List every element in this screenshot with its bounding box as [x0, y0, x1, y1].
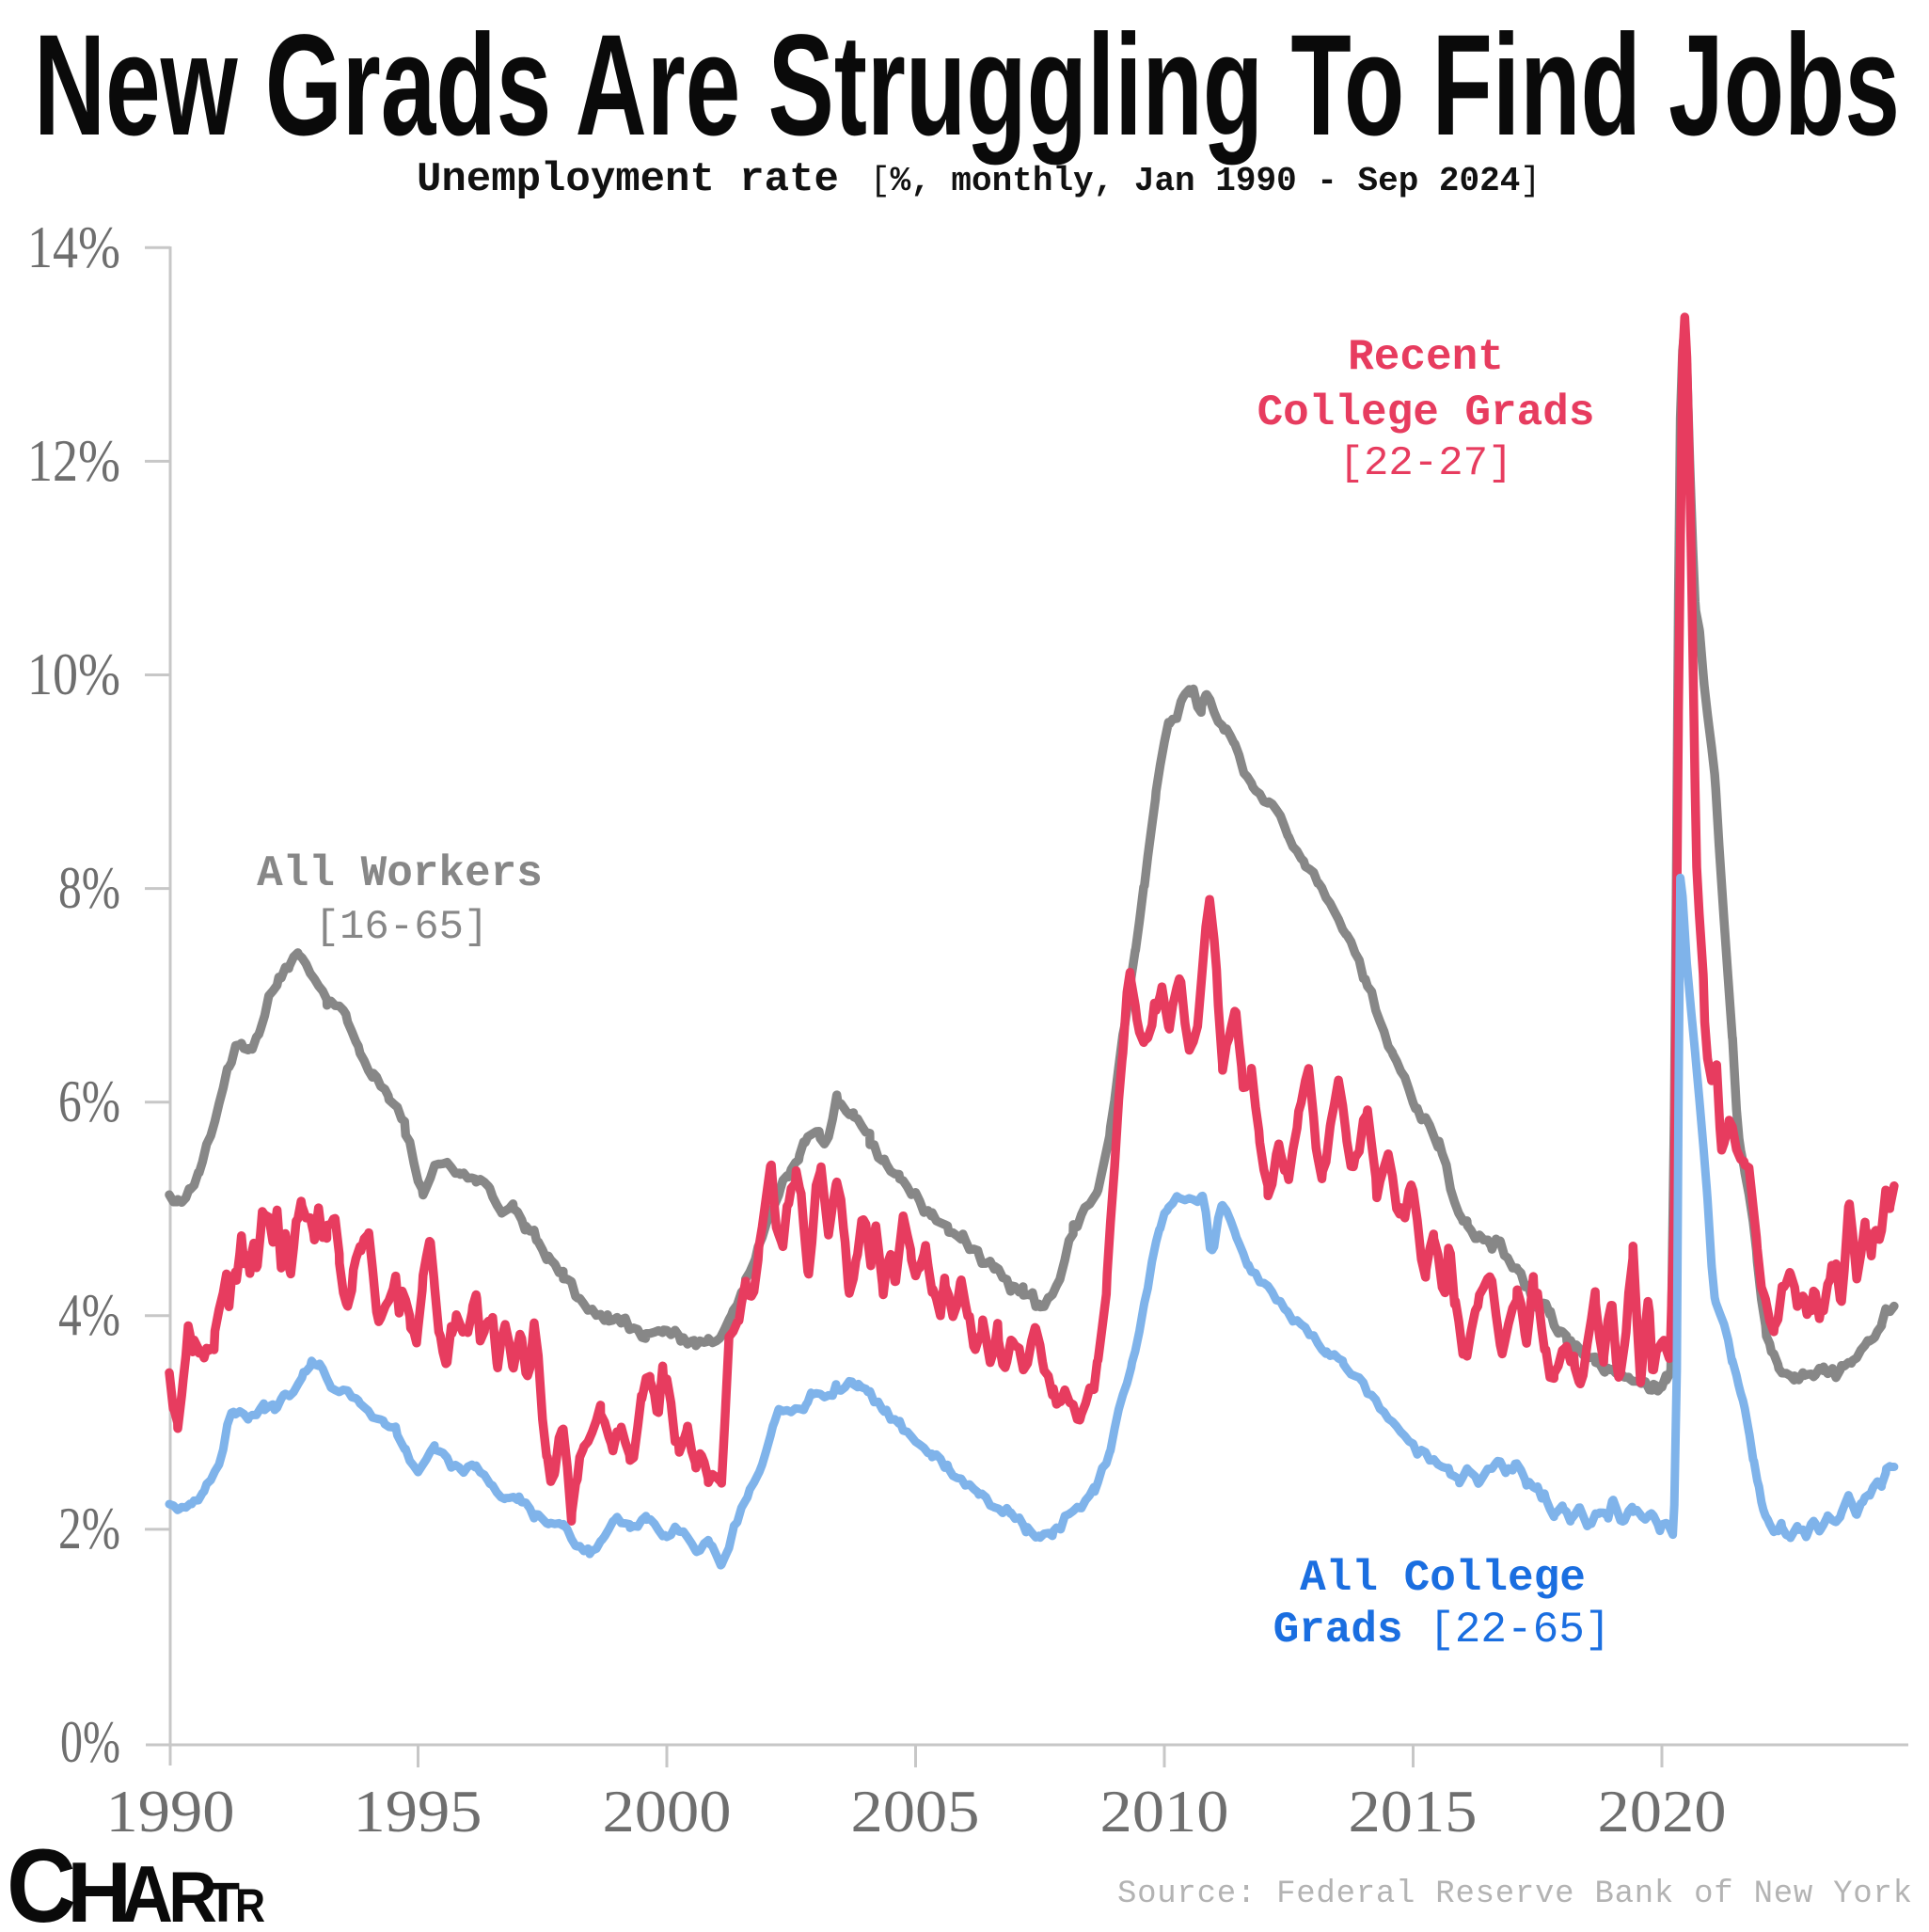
svg-text:[%, monthly, Jan 1990 - Sep 20: [%, monthly, Jan 1990 - Sep 2024]	[870, 162, 1541, 200]
svg-text:2015: 2015	[1349, 1779, 1478, 1845]
svg-text:R: R	[235, 1879, 265, 1932]
svg-text:4%: 4%	[58, 1281, 120, 1348]
svg-text:12%: 12%	[27, 427, 120, 494]
svg-text:2000: 2000	[603, 1779, 732, 1845]
svg-text:New Grads Are Struggling To Fi: New Grads Are Struggling To Find Jobs	[34, 5, 1900, 166]
svg-text:1995: 1995	[354, 1779, 482, 1845]
svg-text:All Workers: All Workers	[257, 849, 543, 898]
svg-text:10%: 10%	[27, 641, 120, 707]
svg-text:2%: 2%	[58, 1495, 120, 1561]
svg-text:8%: 8%	[58, 854, 120, 921]
svg-text:Source: Federal Reserve Bank o: Source: Federal Reserve Bank of New York	[1117, 1877, 1912, 1912]
svg-text:14%: 14%	[27, 214, 120, 280]
svg-text:College Grads: College Grads	[1257, 388, 1595, 437]
svg-text:C: C	[7, 1829, 76, 1932]
svg-text:T: T	[206, 1872, 240, 1932]
svg-text:[16-65]: [16-65]	[315, 904, 489, 951]
svg-text:All College: All College	[1300, 1554, 1586, 1603]
svg-text:2020: 2020	[1598, 1779, 1727, 1845]
svg-text:Grads [22-65]: Grads [22-65]	[1273, 1606, 1611, 1655]
svg-text:1990: 1990	[106, 1779, 235, 1845]
svg-text:A: A	[121, 1850, 173, 1932]
svg-text:2005: 2005	[851, 1779, 980, 1845]
svg-text:H: H	[67, 1845, 132, 1932]
svg-text:[22-27]: [22-27]	[1339, 440, 1513, 487]
svg-text:R: R	[168, 1858, 217, 1932]
svg-text:6%: 6%	[58, 1068, 120, 1134]
svg-text:2010: 2010	[1100, 1779, 1229, 1845]
svg-text:Unemployment rate: Unemployment rate	[417, 156, 839, 203]
svg-text:0%: 0%	[60, 1708, 120, 1775]
svg-text:Recent: Recent	[1348, 333, 1504, 382]
